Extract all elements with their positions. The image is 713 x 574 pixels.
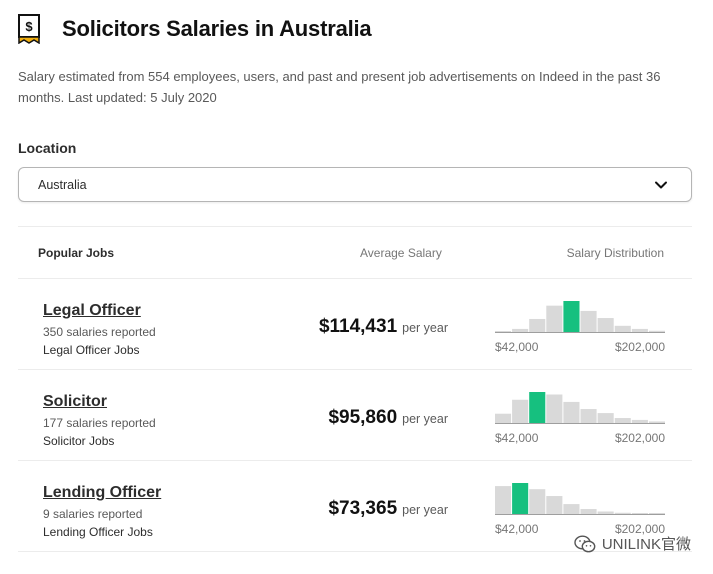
popular-jobs-table: Popular Jobs Average Salary Salary Distr…: [18, 226, 692, 552]
average-salary: $114,431 per year: [319, 316, 448, 338]
salary-distribution: $42,000 $202,000: [495, 392, 665, 452]
distribution-min-label: $42,000: [495, 431, 539, 445]
histogram-bar: [631, 328, 648, 332]
job-title-link[interactable]: Solicitor: [43, 393, 108, 410]
histogram-bar: [614, 512, 631, 514]
histogram-bar: [563, 401, 580, 423]
table-row: Legal Officer 350 salaries reported Lega…: [18, 279, 692, 370]
histogram-bar: [597, 413, 614, 423]
histogram-bar: [614, 418, 631, 423]
salary-estimate-note: Salary estimated from 554 employees, use…: [18, 69, 661, 105]
histogram-bar: [495, 486, 512, 514]
salary-distribution: $42,000 $202,000: [495, 301, 665, 361]
location-label: Location: [18, 140, 77, 156]
histogram-bar: [648, 421, 665, 423]
job-listings-link[interactable]: Lending Officer Jobs: [43, 525, 153, 539]
distribution-histogram: [495, 301, 665, 333]
salary-amount: $114,431: [318, 316, 398, 337]
salary-amount: $73,365: [328, 498, 398, 519]
distribution-max-label: $202,000: [614, 431, 665, 445]
histogram-bar: [546, 496, 563, 514]
watermark: UNILINK官微: [574, 533, 691, 554]
job-title-link[interactable]: Lending Officer: [43, 484, 162, 501]
salary-amount: $95,860: [328, 407, 398, 428]
average-salary: $73,365 per year: [328, 498, 448, 520]
distribution-histogram: [495, 392, 665, 424]
histogram-bar: [597, 511, 614, 514]
histogram-bar: [597, 318, 614, 332]
distribution-histogram: [495, 483, 665, 515]
salary-distribution: $42,000 $202,000: [495, 483, 665, 543]
distribution-max-label: $202,000: [614, 340, 665, 354]
page-title: Solicitors Salaries in Australia: [62, 16, 372, 41]
column-header-salary-distribution: Salary Distribution: [566, 246, 664, 260]
watermark-text: UNILINK官微: [601, 536, 691, 553]
histogram-bar: [580, 509, 597, 514]
salary-period: per year: [402, 321, 448, 335]
histogram-bar-highlight: [512, 483, 529, 514]
histogram-bar: [512, 399, 529, 423]
distribution-max-label: $202,000: [614, 522, 665, 536]
column-header-average-salary: Average Salary: [360, 246, 442, 260]
distribution-min-label: $42,000: [495, 522, 539, 536]
salaries-reported-count: 350 salaries reported: [43, 325, 156, 339]
salaries-reported-count: 177 salaries reported: [43, 416, 156, 430]
histogram-bar: [546, 394, 563, 423]
table-header: Popular Jobs Average Salary Salary Distr…: [18, 226, 692, 279]
histogram-bar: [495, 331, 512, 332]
histogram-bar-highlight: [529, 392, 546, 423]
job-listings-link[interactable]: Legal Officer Jobs: [43, 343, 140, 357]
histogram-bar: [648, 513, 665, 514]
distribution-min-label: $42,000: [495, 340, 539, 354]
salary-period: per year: [402, 412, 448, 426]
histogram-bar: [580, 310, 597, 332]
histogram-bar: [648, 330, 665, 332]
histogram-bar: [631, 513, 648, 514]
wechat-icon: [574, 534, 596, 552]
column-header-popular-jobs: Popular Jobs: [38, 246, 115, 260]
salary-period: per year: [402, 503, 448, 517]
job-listings-link[interactable]: Solicitor Jobs: [43, 434, 115, 448]
histogram-bar-highlight: [563, 301, 580, 332]
histogram-bar: [563, 504, 580, 514]
location-select-value: Australia: [38, 177, 87, 192]
histogram-bar: [495, 413, 512, 423]
histogram-bar: [546, 305, 563, 332]
table-row: Solicitor 177 salaries reported Solicito…: [18, 370, 692, 461]
histogram-bar: [529, 318, 546, 332]
histogram-bar: [614, 325, 631, 332]
location-select[interactable]: Australia: [18, 167, 692, 202]
histogram-bar: [512, 328, 529, 332]
histogram-bar: [631, 419, 648, 423]
salary-receipt-icon: $: [18, 14, 40, 45]
svg-text:$: $: [25, 19, 33, 34]
salaries-reported-count: 9 salaries reported: [43, 507, 143, 521]
job-title-link[interactable]: Legal Officer: [43, 302, 141, 319]
page-header: $ Solicitors Salaries in Australia: [18, 14, 372, 45]
histogram-bar: [529, 489, 546, 514]
average-salary: $95,860 per year: [328, 407, 448, 429]
chevron-down-icon: [655, 181, 667, 188]
histogram-bar: [580, 409, 597, 423]
table-row: Lending Officer 9 salaries reported Lend…: [18, 461, 692, 552]
